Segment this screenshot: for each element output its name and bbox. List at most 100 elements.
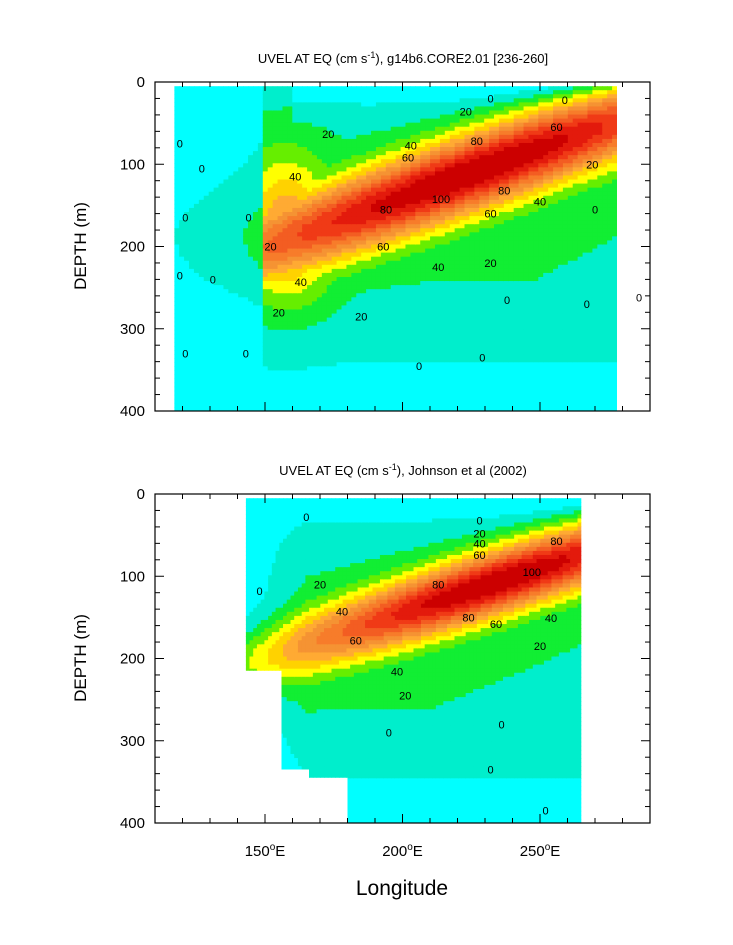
field-cell: [341, 130, 348, 136]
field-cell: [400, 281, 407, 286]
field-cell: [287, 325, 293, 331]
field-cell: [415, 313, 421, 319]
field-cell: [375, 260, 382, 266]
field-cell: [400, 406, 407, 412]
field-cell: [361, 268, 367, 274]
field-cell: [454, 195, 461, 201]
field-cell: [341, 378, 348, 384]
field-cell: [213, 155, 220, 160]
field-cell: [243, 337, 249, 343]
field-cell: [380, 86, 387, 91]
field-cell: [257, 228, 264, 233]
field-cell: [267, 147, 274, 152]
field-cell: [203, 333, 210, 339]
field-cell: [252, 244, 259, 250]
field-cell: [459, 187, 466, 193]
field-cell: [474, 325, 480, 331]
field-cell: [341, 289, 348, 294]
field-cell: [248, 362, 254, 367]
field-cell: [292, 94, 298, 99]
field-cell: [395, 305, 402, 311]
field-cell: [218, 212, 225, 217]
field-cell: [297, 175, 303, 181]
field-cell: [479, 191, 485, 197]
field-cell: [474, 317, 480, 323]
field-cell: [474, 167, 480, 172]
field-cell: [430, 228, 436, 233]
field-cell: [316, 362, 323, 367]
field-cell: [454, 187, 461, 193]
field-cell: [203, 98, 210, 103]
field-cell: [257, 333, 264, 339]
field-cell: [267, 346, 274, 351]
field-cell: [223, 94, 229, 99]
field-cell: [267, 203, 274, 209]
field-cell: [179, 272, 185, 278]
field-cell: [193, 220, 200, 225]
field-cell: [287, 224, 293, 229]
field-cell: [474, 86, 480, 91]
field-cell: [257, 301, 264, 307]
field-cell: [307, 354, 313, 359]
field-cell: [356, 305, 362, 311]
field-cell: [356, 346, 362, 351]
field-cell: [307, 236, 313, 242]
field-cell: [203, 212, 210, 217]
field-cell: [198, 309, 205, 315]
field-cell: [302, 212, 308, 217]
field-cell: [218, 240, 225, 246]
field-cell: [252, 106, 259, 112]
field-cell: [213, 313, 220, 319]
field-cell: [469, 370, 475, 376]
field-cell: [425, 362, 431, 367]
field-cell: [282, 297, 288, 302]
field-cell: [361, 203, 367, 209]
field-cell: [454, 216, 461, 221]
field-cell: [233, 301, 239, 307]
field-cell: [346, 370, 352, 376]
field-cell: [420, 276, 426, 282]
field-cell: [316, 390, 323, 396]
field-cell: [469, 248, 475, 254]
field-cell: [405, 350, 411, 355]
field-cell: [282, 110, 288, 116]
field-cell: [464, 260, 471, 266]
field-cell: [395, 317, 402, 323]
field-cell: [233, 155, 239, 160]
field-cell: [277, 118, 284, 124]
field-cell: [243, 309, 249, 315]
field-cell: [434, 203, 441, 209]
field-cell: [223, 175, 229, 181]
field-cell: [262, 138, 269, 144]
field-cell: [434, 106, 441, 112]
field-cell: [351, 248, 357, 254]
field-cell: [228, 260, 234, 266]
field-cell: [351, 281, 357, 286]
field-cell: [444, 382, 451, 388]
field-cell: [257, 130, 264, 136]
field-cell: [302, 195, 308, 201]
field-cell: [454, 337, 461, 343]
field-cell: [208, 232, 215, 237]
field-cell: [282, 268, 288, 274]
field-cell: [430, 325, 436, 331]
field-cell: [385, 142, 392, 148]
field-cell: [252, 126, 259, 132]
field-cell: [321, 248, 328, 254]
field-cell: [366, 350, 372, 355]
field-cell: [267, 268, 274, 274]
field-cell: [267, 276, 274, 282]
field-cell: [464, 289, 471, 294]
field-cell: [439, 378, 446, 384]
field-cell: [228, 386, 234, 392]
field-cell: [464, 329, 471, 335]
field-cell: [454, 301, 461, 307]
field-cell: [425, 374, 431, 380]
field-cell: [425, 224, 431, 229]
field-cell: [410, 378, 416, 384]
field-cell: [425, 134, 431, 140]
field-cell: [410, 256, 416, 262]
field-cell: [430, 224, 436, 229]
field-cell: [287, 183, 293, 189]
field-cell: [321, 167, 328, 172]
